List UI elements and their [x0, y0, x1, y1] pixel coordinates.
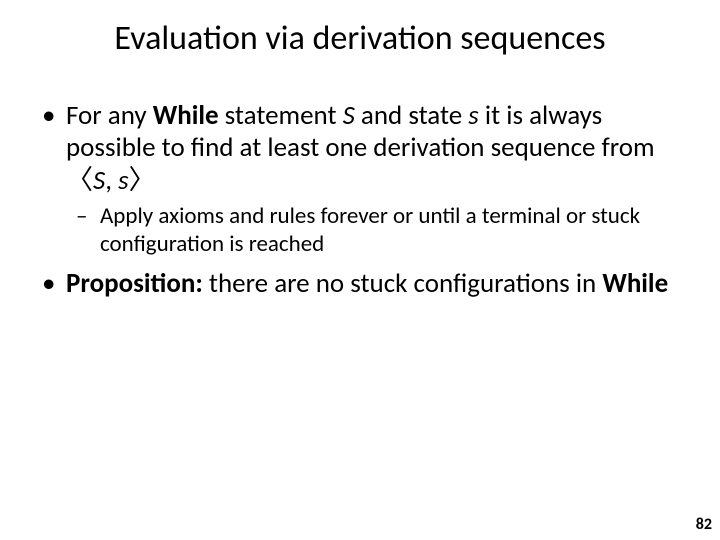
bullet-list-level2: Apply axioms and rules forever or until …: [66, 203, 684, 258]
text-run: 〉: [129, 164, 156, 197]
slide-body: For any While statement S and state s it…: [36, 100, 684, 311]
bullet-1: For any While statement S and state s it…: [36, 100, 684, 258]
text-run: statement: [219, 99, 343, 132]
text-run-bold: Proposition:: [66, 267, 203, 300]
text-run: there are no stuck configurations in: [203, 267, 603, 300]
bullet-list-level1: For any While statement S and state s it…: [36, 100, 684, 301]
bullet-2: Proposition: there are no stuck configur…: [36, 268, 684, 300]
page-number: 82: [696, 515, 712, 534]
text-run: For any: [66, 99, 153, 132]
text-run-bold: While: [602, 267, 668, 300]
slide: Evaluation via derivation sequences For …: [0, 0, 720, 540]
text-run-italic: S: [343, 99, 355, 132]
bullet-1-sub-1: Apply axioms and rules forever or until …: [66, 203, 684, 258]
text-run-bold: While: [153, 99, 219, 132]
text-run-italic: s: [468, 99, 479, 132]
text-run-italic: s: [118, 164, 129, 197]
text-run-italic: S: [93, 164, 105, 197]
text-run: and state: [355, 99, 468, 132]
slide-title: Evaluation via derivation sequences: [60, 20, 660, 57]
text-run: ,: [105, 164, 118, 197]
